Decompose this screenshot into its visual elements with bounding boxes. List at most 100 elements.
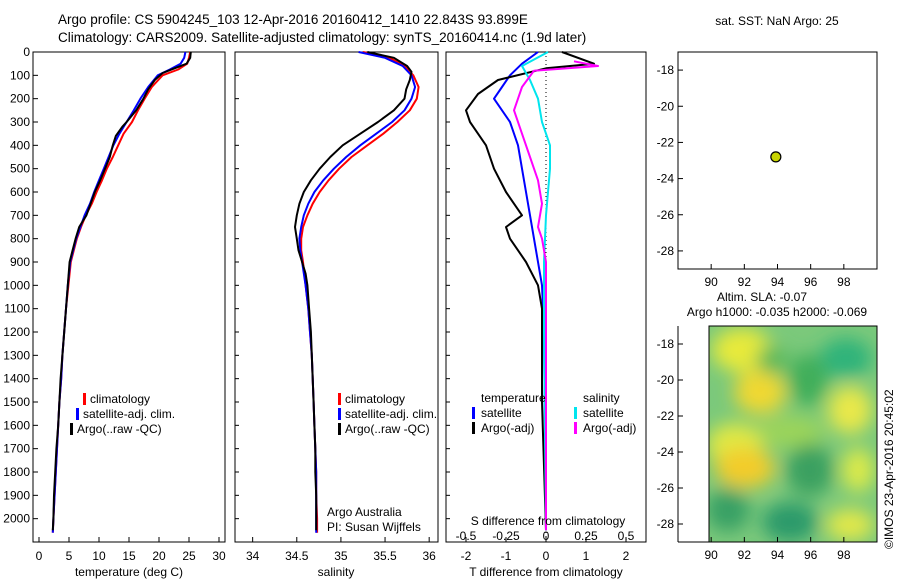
y-tick-label: 400	[10, 138, 30, 152]
y-tick-label: 1000	[3, 278, 30, 292]
y-tick-label: 1300	[3, 348, 30, 362]
x-tick-label: 0	[36, 549, 43, 563]
sla-heatmap	[709, 326, 877, 542]
x-tick-label: 20	[152, 549, 166, 563]
y-tick-label: 800	[10, 232, 30, 246]
x-tick-label: 92	[738, 548, 752, 562]
legend-swatch-s-argo	[574, 422, 577, 434]
argo-australia-label: Argo Australia	[327, 505, 402, 519]
series-line-temperature-argo-adj-	[465, 51, 595, 531]
y-tick-label: -20	[657, 373, 675, 387]
x-tick-label: 96	[804, 548, 818, 562]
location-map: 90 92 94 96 98 -18 -20 -22 -24 -26 -28	[657, 63, 851, 289]
legend-swatch-argo	[338, 423, 341, 435]
pi-label: PI: Susan Wijffels	[327, 520, 421, 534]
y-tick-label: 600	[10, 185, 30, 199]
legend-swatch-satellite	[76, 408, 79, 420]
series-line-climatology	[300, 51, 420, 533]
legend-swatch-t-argo	[472, 422, 475, 434]
sla-map: 90 92 94 96 98 -18 -20 -22 -24 -26 -28	[657, 326, 877, 562]
x-tick-label: 25	[182, 549, 196, 563]
x-tick-label: 94	[771, 275, 785, 289]
x-tick-label: 0	[543, 549, 550, 563]
y-tick-label: -22	[657, 135, 675, 149]
series-line-argo-raw-qc-	[51, 51, 192, 531]
salinity-legend: climatology satellite-adj. clim. Argo(..…	[338, 392, 437, 436]
y-tick-label: 1900	[3, 488, 30, 502]
x-tick-label: 34	[246, 549, 260, 563]
difference-plot: -2 -1 0 1 2 -0.5 -0.25 0 0.25 0.5	[446, 51, 635, 563]
x-tick-label: -2	[461, 549, 472, 563]
salinity-plot: 34 34.5 35 35.5 36	[235, 51, 436, 563]
difference-legend: temperature satellite Argo(-adj) salinit…	[472, 391, 636, 435]
x-tick-label: 98	[837, 275, 851, 289]
series-line-satellite-adj-clim-	[51, 51, 187, 533]
y-tick-label: -22	[657, 409, 675, 423]
temperature-legend: climatology satellite-adj. clim. Argo(..…	[70, 392, 175, 436]
y-tick-label: -18	[657, 337, 675, 351]
s-diff-xlabel: S difference from climatology	[471, 514, 626, 528]
x2-tick-label: 0	[543, 529, 550, 543]
legend-label-satellite: satellite-adj. clim.	[345, 407, 437, 421]
legend-label-s-argo: Argo(-adj)	[583, 421, 636, 435]
legend-swatch-s-satellite	[574, 407, 577, 419]
sla-title-line1: Altim. SLA: -0.07	[717, 290, 807, 304]
temperature-plot: 0 5 10 15 20 25 300100200300400500600700800900…	[3, 45, 226, 563]
x-tick-label: 34.5	[285, 549, 309, 563]
imos-timestamp-label: ©IMOS 23-Apr-2016 20:45:02	[882, 389, 896, 549]
x-tick-label: 96	[804, 275, 818, 289]
salinity-panel-frame	[234, 51, 439, 543]
y-tick-label: 1800	[3, 465, 30, 479]
series-line-temperature-satellite	[493, 51, 547, 531]
x-tick-label: 1	[583, 549, 590, 563]
y-tick-label: 700	[10, 208, 30, 222]
header-title-line1: Argo profile: CS 5904245_103 12-Apr-2016…	[58, 12, 528, 27]
y-tick-label: 500	[10, 162, 30, 176]
legend-label-t-satellite: satellite	[481, 406, 522, 420]
series-line-climatology	[51, 51, 192, 533]
y-tick-label: -20	[657, 99, 675, 113]
y-tick-label: 900	[10, 255, 30, 269]
y-tick-label: 1500	[3, 395, 30, 409]
float-position-marker	[770, 151, 782, 163]
y-tick-label: 1600	[3, 418, 30, 432]
y-tick-label: 200	[10, 92, 30, 106]
temperature-xlabel: temperature (deg C)	[75, 565, 183, 579]
x-tick-label: 90	[704, 275, 718, 289]
x-tick-label: 2	[623, 549, 630, 563]
legend-swatch-climatology	[338, 393, 341, 405]
legend-swatch-argo	[70, 423, 73, 435]
x-tick-label: 10	[92, 549, 106, 563]
x-tick-label: 98	[837, 548, 851, 562]
header-title-line2: Climatology: CARS2009. Satellite-adjuste…	[58, 30, 586, 45]
series-line-salinity-argo-adj-	[513, 60, 599, 531]
legend-title-temperature: temperature	[481, 391, 546, 405]
legend-label-climatology: climatology	[90, 392, 150, 406]
y-tick-label: 1700	[3, 442, 30, 456]
y-tick-label: 0	[23, 45, 30, 59]
x-tick-label: 36	[422, 549, 436, 563]
legend-label-climatology: climatology	[345, 392, 405, 406]
x-tick-label: 35.5	[373, 549, 397, 563]
x-tick-label: 15	[122, 549, 136, 563]
t-diff-xlabel: T difference from climatology	[469, 565, 623, 579]
y-tick-label: 2000	[3, 512, 30, 526]
y-tick-label: -26	[657, 481, 675, 495]
series-line-salinity-satellite	[521, 51, 551, 531]
y-tick-label: -28	[657, 517, 675, 531]
legend-label-argo: Argo(..raw -QC)	[77, 422, 162, 436]
salinity-xlabel: salinity	[318, 565, 355, 579]
x-tick-label: 5	[66, 549, 73, 563]
y-tick-label: -18	[657, 63, 675, 77]
legend-swatch-climatology	[83, 393, 86, 405]
legend-label-t-argo: Argo(-adj)	[481, 421, 534, 435]
y-tick-label: -24	[657, 445, 675, 459]
y-tick-label: 1200	[3, 325, 30, 339]
x-tick-label: 90	[704, 548, 718, 562]
sla-title-line2: Argo h1000: -0.035 h2000: -0.069	[687, 305, 867, 319]
x-tick-label: 92	[738, 275, 752, 289]
legend-label-s-satellite: satellite	[583, 406, 624, 420]
y-tick-label: 1100	[4, 302, 30, 316]
legend-swatch-t-satellite	[472, 407, 475, 419]
